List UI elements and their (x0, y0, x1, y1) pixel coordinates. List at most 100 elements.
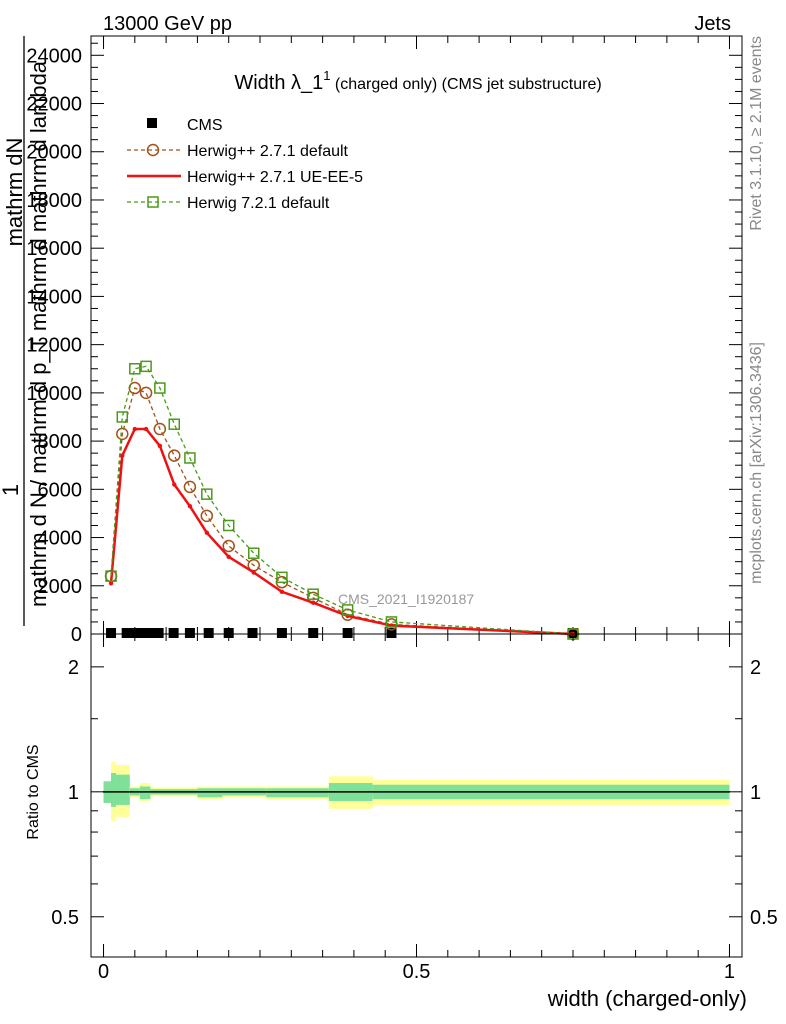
cms-data-point (129, 628, 140, 638)
rivet-label: Rivet 3.1.10, ≥ 2.1M events (748, 36, 765, 231)
legend-label-herwigpp-default: Herwig++ 2.7.1 default (187, 143, 349, 160)
ratio-y-tick-label-right: 1 (750, 782, 761, 804)
series-point-herwig-2-7-1-ue-ee-5 (172, 482, 177, 487)
main-series-layer (104, 360, 580, 641)
y-label-numerator-one: 1 (0, 484, 23, 496)
main-y-axis: 0 2000 4000 6000 8000 10000 12000 14000 16000 180… (26, 42, 742, 646)
main-y-label: 1 mathrm dN mathrm d N / mathrm d p_T ma… (0, 36, 51, 626)
y-tick-label: 8000 (38, 431, 83, 453)
main-plot-panel: 0 2000 4000 6000 8000 10000 12000 14000 16000 180… (0, 35, 743, 646)
ratio-y-tick-label: 0.5 (51, 907, 79, 929)
series-point-herwig-7-2-1-default (307, 588, 319, 600)
y-label-frac-bottom: mathrm d N / mathrm d p_T mathrm d mathr… (26, 60, 51, 607)
cms-data-point (153, 628, 164, 638)
cms-data-point (223, 628, 234, 638)
series-point-herwig-2-7-1-ue-ee-5 (279, 589, 285, 595)
series-point-herwig-2-7-1-ue-ee-5 (187, 504, 193, 509)
ratio-y-tick-label: 2 (68, 657, 79, 679)
analysis-watermark: CMS_2021_I1920187 (338, 591, 474, 607)
series-point-herwig-2-7-1-ue-ee-5 (311, 600, 316, 605)
cms-data-point (106, 628, 117, 638)
y-tick-label: 24000 (26, 45, 82, 67)
cms-data-point (308, 628, 319, 638)
legend-item-herwigpp-ueee5: Herwig++ 2.7.1 UE-EE-5 (127, 169, 363, 186)
legend: CMS Herwig++ 2.7.1 default Herwig++ 2.7.… (127, 117, 363, 212)
legend-label-herwigpp-ueee5: Herwig++ 2.7.1 UE-EE-5 (187, 169, 363, 186)
legend-item-cms: CMS (147, 117, 223, 134)
series-point-herwig-2-7-1-ue-ee-5 (143, 426, 149, 432)
series-point-herwig-2-7-1-ue-ee-5 (157, 443, 163, 449)
y-tick-label: 22000 (26, 94, 82, 116)
series-point-herwig-7-2-1-default (276, 571, 288, 584)
cms-data-point (168, 628, 179, 638)
series-point-herwig-2-7-1-default (139, 386, 153, 400)
x-axis-label: width (charged-only) (547, 986, 747, 1011)
legend-marker-herwig7-default (147, 196, 159, 208)
series-point-herwig-7-2-1-default (168, 418, 181, 430)
series-point-herwig-7-2-1-default (385, 616, 398, 628)
series-point-herwig-2-7-1-default (200, 509, 214, 523)
chart-title-sup: 1 (323, 68, 330, 83)
ratio-band-inner (116, 774, 130, 805)
ratio-plot-panel: 0.5 0.51 12 2 0 0.5 1 Ratio to CMS width (cha… (25, 633, 778, 1011)
legend-marker-herwigpp-default (146, 143, 160, 157)
series-point-herwig-2-7-1-ue-ee-5 (251, 570, 256, 575)
legend-label-herwig7-default: Herwig 7.2.1 default (187, 195, 330, 212)
chart-title-rest: (charged only) (CMS jet substructure) (330, 76, 601, 93)
ratio-y-tick-label: 1 (68, 782, 79, 804)
cms-data-point (386, 628, 397, 638)
chart-title-main: Width λ_1 (234, 72, 323, 94)
series-point-herwig-2-7-1-ue-ee-5 (108, 581, 114, 586)
cms-data-point (184, 628, 195, 638)
series-point-herwig-2-7-1-ue-ee-5 (132, 426, 138, 432)
y-tick-label: 4000 (38, 528, 83, 550)
cms-data-point (145, 628, 156, 638)
x-tick-label: 0 (98, 961, 109, 983)
ratio-band-inner (111, 773, 117, 807)
series-point-herwig-2-7-1-default (168, 449, 181, 462)
series-point-herwig-7-2-1-default (341, 604, 354, 616)
cms-data-point (121, 628, 132, 638)
series-point-herwig-7-2-1-default (222, 519, 235, 532)
ratio-y-tick-label-right: 2 (750, 657, 761, 679)
header-left: 13000 GeV pp (103, 13, 232, 35)
ratio-band-inner (197, 788, 223, 798)
series-point-herwig-2-7-1-ue-ee-5 (204, 530, 210, 535)
x-tick-label: 0.5 (403, 961, 431, 983)
chart-title: Width λ_11 (charged only) (CMS jet subst… (234, 68, 601, 94)
series-point-herwig-2-7-1-default (222, 539, 235, 553)
y-tick-label: 12000 (26, 335, 82, 357)
ratio-y-tick-label-right: 0.5 (750, 907, 778, 929)
ratio-y-axis: 0.5 0.5 1 1 2 2 (51, 657, 778, 929)
y-tick-label: 18000 (26, 190, 82, 212)
series-line-herwig-7-2-1-default (110, 365, 574, 635)
series-point-herwig-7-2-1-default (248, 547, 260, 559)
legend-item-herwigpp-default: Herwig++ 2.7.1 default (127, 143, 349, 160)
legend-item-herwig7-default: Herwig 7.2.1 default (127, 195, 330, 212)
y-tick-label: 14000 (26, 286, 82, 308)
cms-data-point (203, 628, 214, 638)
series-point-herwig-2-7-1-default (116, 427, 129, 441)
cms-data-point (247, 628, 258, 638)
ratio-band-inner (139, 786, 151, 800)
y-tick-label: 0 (71, 624, 82, 646)
series-point-herwig-7-2-1-default (105, 570, 117, 582)
series-point-herwig-2-7-1-default (153, 422, 167, 436)
x-tick-label: 1 (724, 961, 735, 983)
y-tick-label: 10000 (26, 383, 82, 405)
series-point-herwig-2-7-1-ue-ee-5 (120, 453, 125, 458)
cms-data-point (137, 628, 148, 638)
series-point-herwig-7-2-1-default (140, 360, 152, 373)
series-point-herwig-7-2-1-default (201, 488, 213, 500)
y-tick-label: 16000 (26, 238, 82, 260)
series-point-herwig-7-2-1-default (116, 411, 129, 423)
series-point-herwig-2-7-1-default (183, 480, 197, 494)
cms-data-point (276, 628, 287, 638)
y-label-frac-top: mathrm dN (2, 138, 27, 247)
y-tick-label: 6000 (38, 479, 83, 501)
header-right: Jets (694, 13, 731, 35)
series-line-herwig-2-7-1-default (110, 387, 574, 635)
y-tick-label: 20000 (26, 142, 82, 164)
mcplots-label: mcplots.cern.ch [arXiv:1306.3436] (748, 342, 765, 584)
